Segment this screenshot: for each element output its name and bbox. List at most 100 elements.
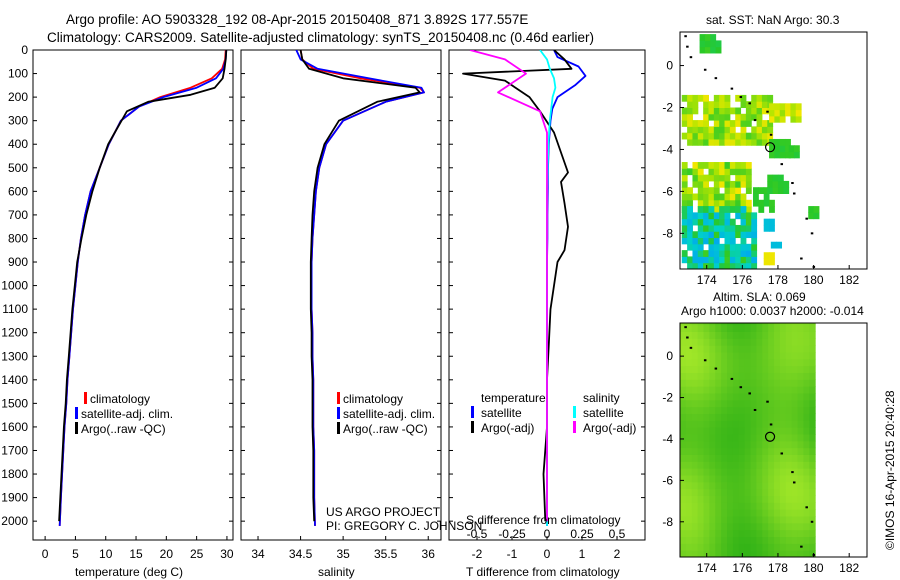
sla-cell — [762, 413, 769, 421]
sla-cell — [680, 420, 687, 428]
sla-cell — [762, 461, 769, 469]
sla-cell — [762, 495, 769, 503]
sla-cell — [785, 331, 793, 339]
sla-cell — [709, 433, 716, 442]
legend-label-argo: Argo(..raw -QC) — [81, 422, 166, 436]
sla-cell — [774, 468, 781, 476]
sla-cell — [779, 365, 787, 373]
sla-cell — [756, 495, 763, 503]
sla-cell — [785, 536, 793, 544]
sla-cell — [697, 420, 705, 428]
sla-cell — [732, 543, 740, 551]
sla-cell — [779, 515, 787, 524]
sla-cell — [762, 372, 769, 380]
sla-cell — [797, 522, 804, 531]
sst-cell — [697, 212, 704, 220]
sla-cell — [727, 461, 734, 469]
sla-cell — [680, 379, 687, 387]
sst-map-frame — [679, 31, 868, 270]
s-difference-tick-label: -0.5 — [467, 527, 488, 541]
sla-cell — [750, 488, 757, 496]
sla-cell — [732, 399, 740, 408]
sla-cell — [809, 509, 816, 517]
sla-cell — [685, 529, 693, 537]
sst-cell — [687, 138, 693, 146]
sla-cell — [744, 433, 752, 442]
sla-cell — [738, 454, 746, 462]
sla-cell — [791, 338, 799, 346]
temperature-plot-lines — [58, 50, 228, 526]
sla-cell — [768, 379, 775, 387]
sst-cell — [724, 107, 731, 115]
sla-cell — [721, 323, 728, 326]
sla-cell — [756, 433, 763, 442]
sst-cell — [703, 231, 709, 239]
sst-cell — [769, 206, 775, 213]
sla-cell — [703, 406, 710, 414]
sla-cell — [703, 488, 710, 496]
sst-cell — [703, 107, 709, 115]
sst-cell — [692, 168, 699, 176]
sla-cell — [774, 488, 781, 496]
sst-cell — [745, 107, 752, 115]
sla-cell — [785, 522, 793, 531]
sla-cell — [809, 488, 816, 496]
sla-cell — [779, 529, 787, 537]
sst-cell — [745, 262, 752, 269]
sla-cell — [685, 351, 693, 360]
sla-cell — [732, 358, 740, 367]
island-speck — [689, 56, 693, 59]
sla-cell — [721, 502, 728, 510]
sla-cell — [685, 461, 693, 469]
sst-cell — [769, 252, 775, 260]
sla-cell — [791, 440, 799, 449]
sla-cell — [756, 502, 763, 510]
sla-cell — [709, 488, 716, 496]
sla-cell — [803, 495, 810, 503]
series-line-climatology — [299, 50, 425, 526]
sla-cell — [756, 440, 763, 449]
sla-cell — [727, 529, 734, 537]
sst-cell — [708, 138, 715, 146]
sla-cell — [685, 358, 693, 367]
sst-cell — [769, 145, 775, 153]
sst-cell — [713, 138, 720, 146]
sla-cell — [721, 481, 728, 490]
sla-cell — [750, 351, 757, 360]
sla-cell — [744, 351, 752, 360]
legend-label-s-satellite: satellite — [583, 406, 624, 420]
sla-cell — [703, 481, 710, 490]
sst-cell — [783, 180, 790, 188]
sla-cell — [756, 468, 763, 476]
t-difference-tick-label: -2 — [472, 547, 483, 561]
sla-cell — [715, 323, 722, 326]
sla-cell — [750, 543, 757, 551]
sla-cell — [727, 413, 734, 421]
sla-cell — [774, 536, 781, 544]
sla-cell — [756, 413, 763, 421]
sst-cell — [681, 237, 688, 245]
sla-cell — [797, 495, 804, 503]
sla-cell — [691, 461, 699, 469]
sla-cell — [774, 550, 781, 557]
sla-cell — [744, 495, 752, 503]
sla-cell — [791, 474, 799, 483]
sla-cell — [697, 433, 705, 442]
sla-cell — [744, 522, 752, 531]
sla-cell — [727, 481, 734, 490]
sst-cell — [735, 168, 742, 176]
series-line-satellite-adj-clim- — [295, 50, 425, 526]
map-x-tick-label: 182 — [839, 273, 859, 287]
sla-cell — [774, 515, 781, 524]
sst-cell — [740, 174, 747, 182]
sla-cell — [756, 399, 763, 408]
sla-cell — [691, 331, 699, 339]
sla-cell — [791, 392, 799, 401]
sla-cell — [697, 488, 705, 496]
sla-cell — [750, 427, 757, 435]
sla-cell — [785, 345, 793, 353]
sla-cell — [774, 474, 781, 483]
sla-cell — [691, 413, 699, 421]
sla-cell — [779, 454, 787, 462]
